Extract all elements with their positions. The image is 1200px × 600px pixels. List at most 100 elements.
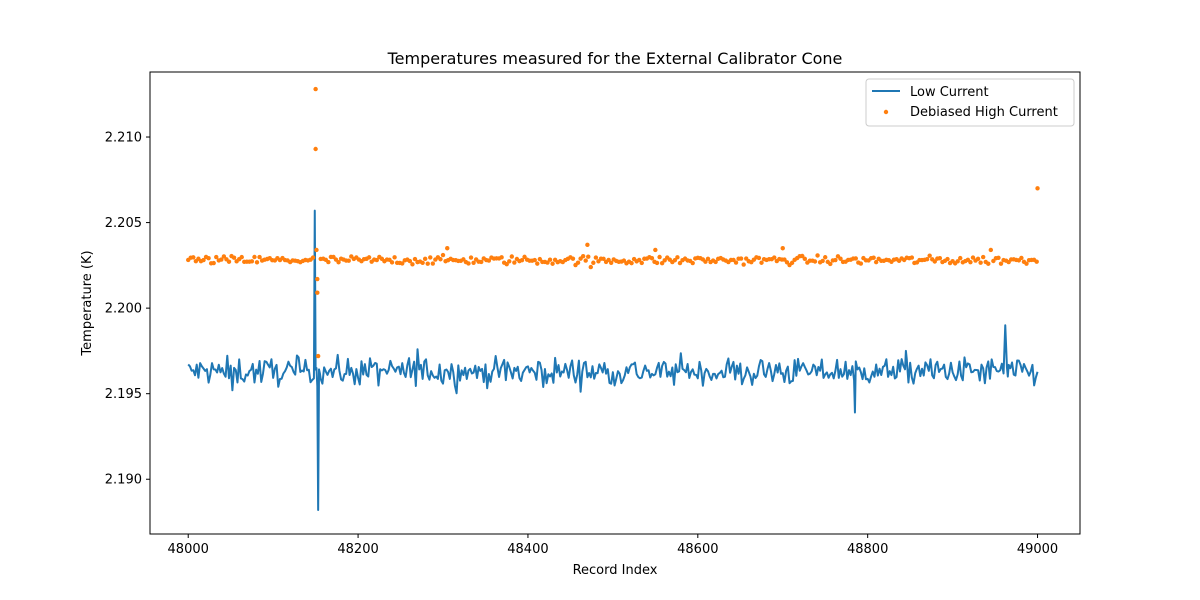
scatter-point-debiased-high-current xyxy=(211,260,216,266)
scatter-point-debiased-high-current xyxy=(425,261,430,266)
scatter-point-debiased-high-current xyxy=(909,255,915,260)
scatter-point-debiased-high-current xyxy=(741,262,746,267)
series-layer xyxy=(186,86,1040,512)
scatter-point-debiased-high-current xyxy=(537,256,543,262)
scatter-point-debiased-high-current xyxy=(998,261,1004,266)
scatter-point-debiased-high-current xyxy=(789,260,795,266)
scatter-point-debiased-high-current xyxy=(815,253,820,258)
scatter-point-debiased-high-current xyxy=(226,259,232,264)
y-tick-label: 2.205 xyxy=(105,216,142,231)
scatter-point-debiased-high-current xyxy=(583,258,588,263)
scatter-point-debiased-high-current xyxy=(975,256,981,261)
scatter-point-debiased-high-current xyxy=(410,262,415,267)
scatter-point-debiased-high-current xyxy=(873,259,879,265)
scatter-point-debiased-high-current xyxy=(486,258,492,263)
scatter-point-debiased-high-current xyxy=(206,256,211,261)
scatter-point-debiased-high-current xyxy=(346,258,351,263)
scatter-point-debiased-high-current xyxy=(336,260,341,265)
scatter-point-debiased-high-current xyxy=(499,255,504,260)
scatter-point-debiased-high-current xyxy=(585,242,590,248)
scatter-point-debiased-high-current xyxy=(932,259,937,264)
scatter-point-debiased-high-current xyxy=(978,260,983,265)
scatter-point-debiased-high-current xyxy=(659,260,665,266)
scatter-point-debiased-high-current xyxy=(440,252,446,258)
scatter-point-debiased-high-current xyxy=(996,255,1001,261)
scatter-point-debiased-high-current xyxy=(438,257,443,262)
scatter-point-debiased-high-current xyxy=(858,261,864,266)
scatter-point-debiased-high-current xyxy=(1034,259,1039,264)
scatter-point-debiased-high-current xyxy=(1019,255,1024,261)
scatter-point-debiased-high-current xyxy=(201,257,206,263)
scatter-point-debiased-high-current xyxy=(315,290,320,295)
scatter-point-debiased-high-current xyxy=(545,260,550,265)
scatter-point-debiased-high-current xyxy=(657,254,662,260)
x-tick-label: 48400 xyxy=(507,542,548,557)
scatter-point-debiased-high-current xyxy=(606,257,611,263)
scatter-point-debiased-high-current xyxy=(601,256,606,262)
y-axis: 2.190 2.195 2.200 2.205 2.210 xyxy=(105,131,150,488)
scatter-point-debiased-high-current xyxy=(968,259,973,265)
scatter-point-debiased-high-current xyxy=(389,260,395,265)
scatter-point-debiased-high-current xyxy=(653,247,658,253)
scatter-point-debiased-high-current xyxy=(509,254,515,259)
scatter-point-debiased-high-current xyxy=(522,254,527,260)
scatter-point-debiased-high-current xyxy=(471,260,476,265)
scatter-point-debiased-high-current xyxy=(445,246,450,251)
legend: Low Current Debiased High Current xyxy=(865,78,1075,127)
scatter-point-debiased-high-current xyxy=(407,258,413,264)
scatter-point-debiased-high-current xyxy=(705,256,711,261)
scatter-point-debiased-high-current xyxy=(958,255,963,261)
chart-title: Temperatures measured for the External C… xyxy=(387,49,843,68)
scatter-point-debiased-high-current xyxy=(507,259,512,264)
scatter-point-debiased-high-current xyxy=(738,256,744,261)
scatter-point-debiased-high-current xyxy=(927,253,932,258)
y-tick-label: 2.190 xyxy=(105,473,142,488)
scatter-point-debiased-high-current xyxy=(672,257,678,263)
x-tick-label: 48200 xyxy=(337,542,378,557)
scatter-point-debiased-high-current xyxy=(823,255,828,260)
scatter-point-debiased-high-current xyxy=(828,261,833,267)
scatter-point-debiased-high-current xyxy=(853,256,858,261)
scatter-point-debiased-high-current xyxy=(214,254,219,260)
y-tick-label: 2.195 xyxy=(105,387,142,402)
scatter-point-debiased-high-current xyxy=(254,260,260,265)
scatter-point-debiased-high-current xyxy=(800,253,805,259)
scatter-point-debiased-high-current xyxy=(988,247,994,253)
scatter-point-debiased-high-current xyxy=(219,257,224,262)
scatter-point-debiased-high-current xyxy=(326,259,331,265)
scatter-point-debiased-high-current xyxy=(313,146,318,152)
scatter-point-debiased-high-current xyxy=(479,259,484,265)
scatter-point-debiased-high-current xyxy=(1035,186,1040,191)
scatter-point-debiased-high-current xyxy=(812,259,818,264)
scatter-point-debiased-high-current xyxy=(547,257,553,262)
scatter-point-debiased-high-current xyxy=(588,264,593,270)
scatter-point-debiased-high-current xyxy=(252,254,257,260)
y-tick-label: 2.200 xyxy=(105,302,142,317)
scatter-point-debiased-high-current xyxy=(575,260,581,265)
scatter-point-debiased-high-current xyxy=(420,260,425,266)
scatter-point-debiased-high-current xyxy=(780,246,785,251)
scatter-point-debiased-high-current xyxy=(945,256,950,262)
scatter-point-debiased-high-current xyxy=(191,255,196,260)
scatter-point-debiased-high-current xyxy=(428,255,433,260)
scatter-point-debiased-high-current xyxy=(468,255,474,260)
scatter-point-debiased-high-current xyxy=(586,254,591,259)
scatter-point-debiased-high-current xyxy=(654,260,660,266)
scatter-point-debiased-high-current xyxy=(374,257,379,263)
scatter-point-debiased-high-current xyxy=(759,260,764,265)
scatter-point-debiased-high-current xyxy=(257,254,262,260)
scatter-point-debiased-high-current xyxy=(315,353,321,359)
series-line-low-current xyxy=(187,209,1039,512)
scatter-point-debiased-high-current xyxy=(980,254,986,260)
scatter-point-debiased-high-current xyxy=(677,260,683,266)
scatter-point-debiased-high-current xyxy=(690,260,695,266)
scatter-point-debiased-high-current xyxy=(608,260,614,265)
x-tick-label: 48800 xyxy=(847,542,888,557)
scatter-point-debiased-high-current xyxy=(535,261,540,266)
scatter-point-debiased-high-current xyxy=(756,255,762,261)
scatter-point-debiased-high-current xyxy=(231,255,237,260)
x-axis: 48000 48200 48400 48600 48800 49000 xyxy=(168,534,1058,557)
scatter-point-debiased-high-current xyxy=(937,256,943,261)
scatter-point-debiased-high-current xyxy=(519,258,525,263)
scatter-point-debiased-high-current xyxy=(430,261,436,266)
